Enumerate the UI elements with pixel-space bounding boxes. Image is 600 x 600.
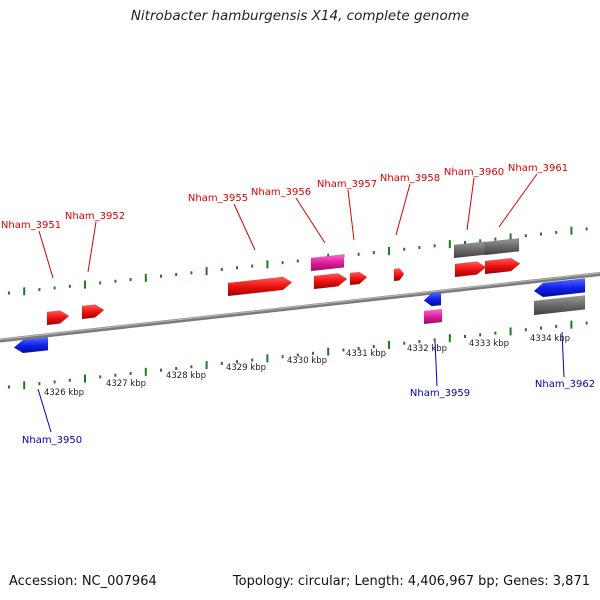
genome-summary-text: Topology: circular; Length: 4,406,967 bp… bbox=[232, 574, 590, 589]
gene-arrow-nham-3957b bbox=[349, 271, 368, 286]
gene-label-nham-3958: Nham_3958 bbox=[380, 173, 440, 184]
gene-arrow-nham-3960 bbox=[454, 261, 487, 278]
label-leader-line bbox=[233, 203, 256, 251]
gene-label-nham-3956: Nham_3956 bbox=[251, 187, 311, 198]
gene-label-nham-3962: Nham_3962 bbox=[535, 379, 595, 390]
gene-arrow-nham-3958 bbox=[393, 268, 405, 282]
label-leader-line bbox=[347, 189, 355, 241]
gene-label-nham-3955: Nham_3955 bbox=[188, 193, 248, 204]
label-leader-line bbox=[561, 331, 565, 378]
gene-arrow-nham-3957a bbox=[313, 273, 348, 290]
coordinate-label: 4327 kbp bbox=[106, 379, 146, 389]
gene-box-nham-3962 bbox=[533, 295, 586, 316]
gene-arrow-nham-3955 bbox=[227, 276, 293, 297]
accession-text: Accession: NC_007964 bbox=[9, 574, 157, 589]
gene-arrow-nham-3962 bbox=[533, 278, 586, 298]
coordinate-label: 4328 kbp bbox=[166, 371, 206, 381]
gene-label-nham-3957: Nham_3957 bbox=[317, 179, 377, 190]
coordinate-label: 4330 kbp bbox=[287, 356, 327, 366]
label-leader-line bbox=[498, 173, 538, 228]
gene-label-nham-3952: Nham_3952 bbox=[65, 211, 125, 222]
genome-backbone bbox=[0, 272, 600, 343]
label-leader-line bbox=[395, 183, 411, 236]
coordinate-label: 4326 kbp bbox=[44, 388, 84, 398]
label-leader-line bbox=[38, 230, 54, 279]
gene-box-nham-3959 bbox=[423, 308, 443, 325]
gene-label-nham-3960: Nham_3960 bbox=[444, 167, 504, 178]
gene-label-nham-3951: Nham_3951 bbox=[1, 220, 61, 231]
label-leader-line bbox=[37, 388, 52, 433]
gene-arrow-nham-3961 bbox=[484, 257, 521, 275]
label-leader-line bbox=[466, 177, 475, 231]
coordinate-label: 4333 kbp bbox=[469, 339, 509, 349]
label-leader-line bbox=[434, 340, 438, 387]
gene-box-nham-3960 bbox=[453, 241, 486, 259]
label-leader-line bbox=[295, 197, 326, 244]
coordinate-label: 4332 kbp bbox=[407, 344, 447, 354]
gene-arrow-nham-3959 bbox=[423, 291, 442, 307]
gene-arrow-nham-3951 bbox=[46, 310, 70, 326]
gene-box-nham-3956 bbox=[310, 254, 345, 272]
gene-box-nham-3961 bbox=[484, 237, 520, 256]
coordinate-label: 4331 kbp bbox=[346, 349, 386, 359]
gene-arrow-nham-3952 bbox=[81, 304, 105, 320]
gene-label-nham-3959: Nham_3959 bbox=[410, 388, 470, 399]
coordinate-label: 4329 kbp bbox=[226, 363, 266, 373]
gene-label-nham-3961: Nham_3961 bbox=[508, 163, 568, 174]
gene-arrow-nham-3950 bbox=[13, 336, 49, 354]
label-leader-line bbox=[87, 221, 97, 273]
map-title: Nitrobacter hamburgensis X14, complete g… bbox=[130, 8, 470, 24]
coordinate-label: 4334 kbp bbox=[530, 334, 570, 344]
genome-backbone-highlight bbox=[0, 272, 600, 341]
gene-label-nham-3950: Nham_3950 bbox=[22, 435, 82, 446]
